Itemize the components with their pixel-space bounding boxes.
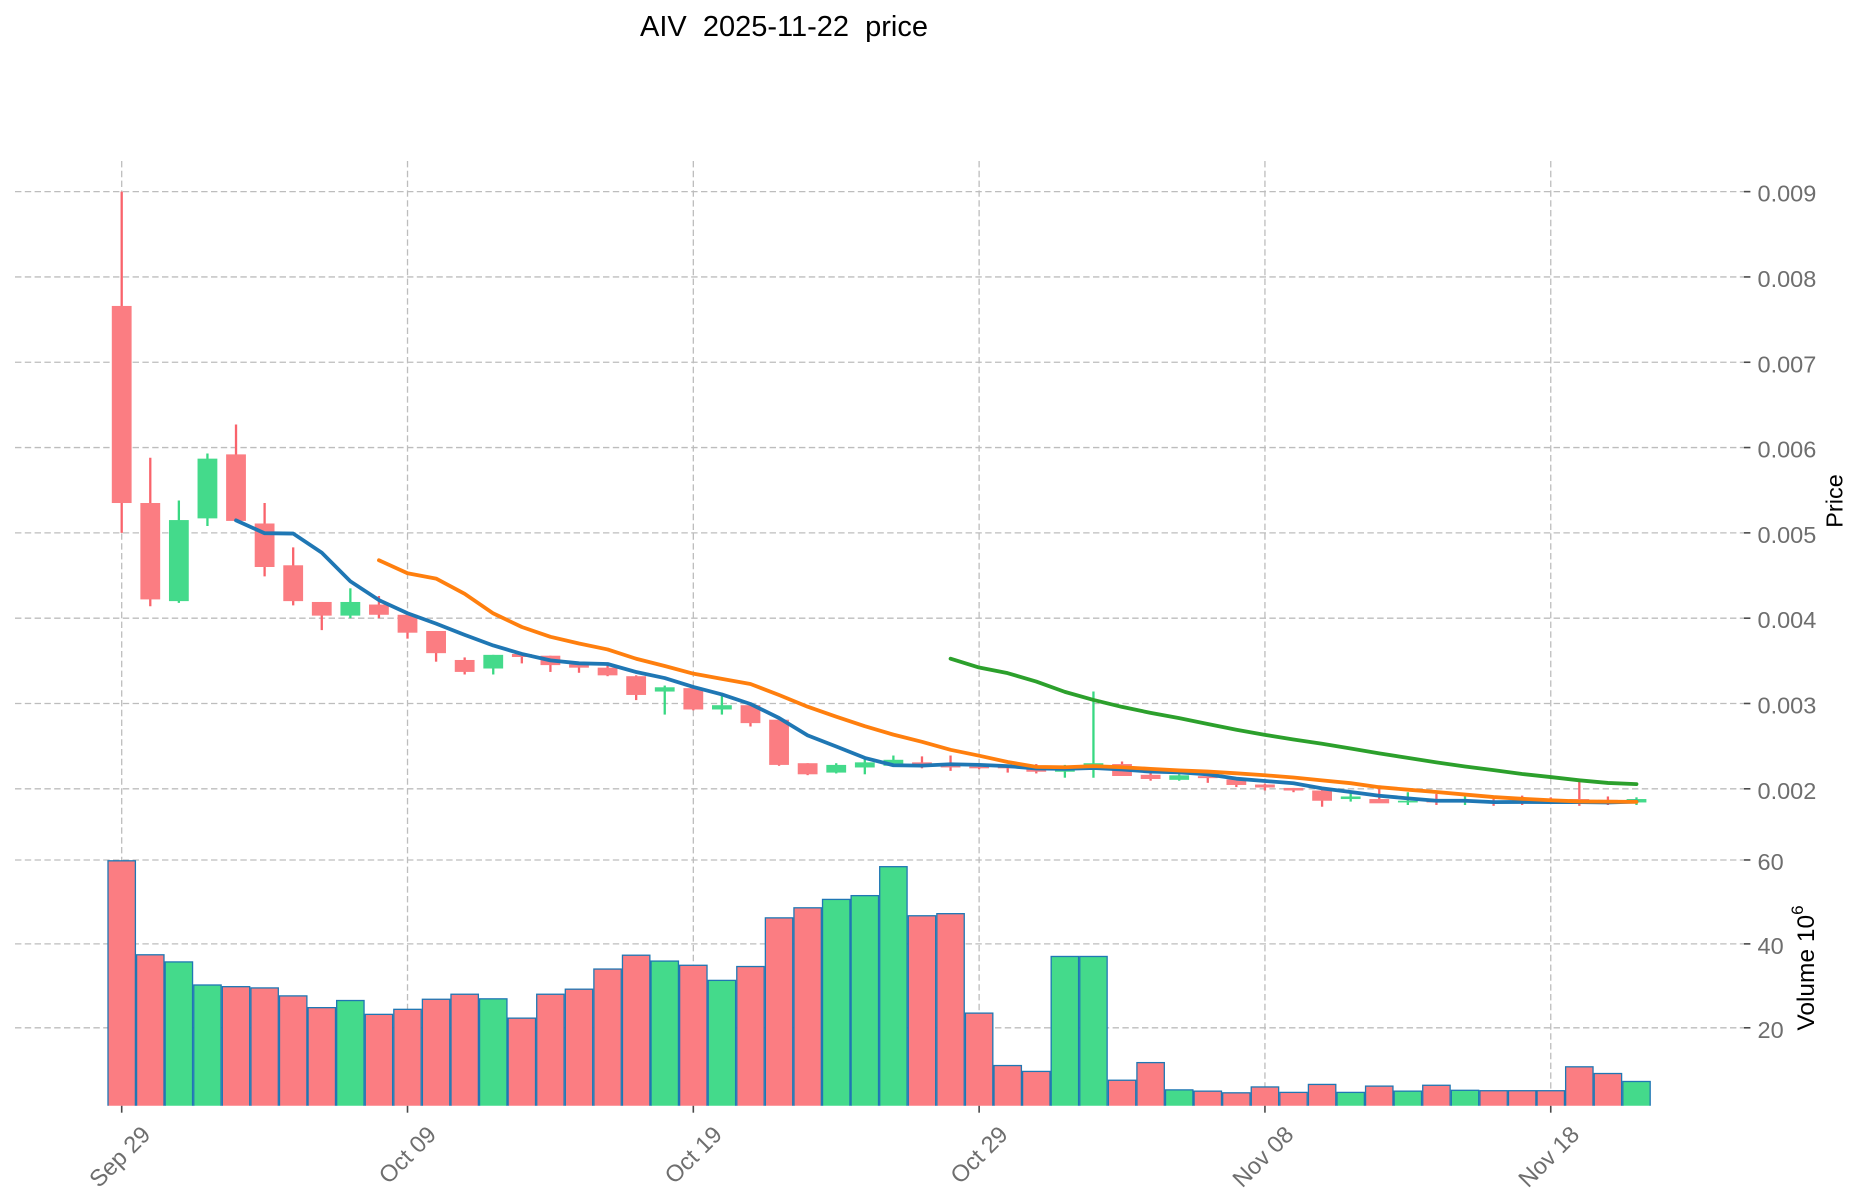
svg-text:0.003: 0.003 [1758, 692, 1817, 718]
svg-text:0.009: 0.009 [1758, 181, 1817, 207]
svg-text:Price: Price [1822, 474, 1848, 528]
svg-text:0.007: 0.007 [1758, 351, 1817, 377]
svg-text:0.004: 0.004 [1758, 607, 1817, 633]
svg-text:0.008: 0.008 [1758, 266, 1817, 292]
svg-text:20: 20 [1758, 1017, 1784, 1043]
svg-text:0.006: 0.006 [1758, 437, 1817, 463]
svg-text:0.002: 0.002 [1758, 778, 1817, 804]
svg-text:AIV 2025-11-22 price: AIV 2025-11-22 price [640, 11, 928, 43]
svg-text:Volume 106: Volume 106 [1788, 905, 1820, 1030]
svg-text:60: 60 [1758, 849, 1784, 875]
svg-text:40: 40 [1758, 933, 1784, 959]
svg-text:0.005: 0.005 [1758, 522, 1817, 548]
